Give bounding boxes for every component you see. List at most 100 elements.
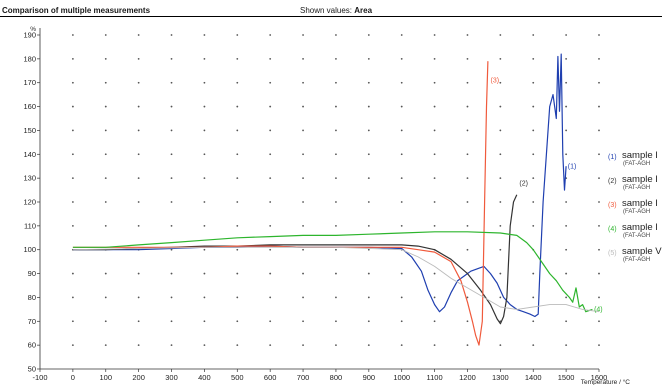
grid-dot bbox=[433, 320, 436, 323]
grid-dot bbox=[203, 344, 206, 347]
grid-dot bbox=[367, 34, 370, 36]
x-tick-label: 0 bbox=[71, 373, 75, 382]
grid-dot bbox=[104, 320, 107, 323]
grid-dot bbox=[367, 153, 370, 156]
grid-dot bbox=[367, 248, 370, 251]
grid-dot bbox=[466, 105, 469, 108]
grid-dot bbox=[335, 129, 337, 132]
grid-dot bbox=[236, 177, 239, 180]
grid-dot bbox=[104, 129, 107, 132]
grid-dot bbox=[170, 248, 173, 251]
x-tick-label: 1100 bbox=[427, 373, 443, 382]
grid-dot bbox=[466, 34, 469, 36]
shown-values-value: Area bbox=[354, 6, 373, 15]
grid-dot bbox=[137, 296, 140, 299]
grid-dot bbox=[598, 129, 600, 132]
x-tick-label: 200 bbox=[132, 373, 145, 382]
grid-dot bbox=[598, 105, 600, 108]
grid-dot bbox=[367, 177, 370, 180]
grid-dot bbox=[565, 201, 568, 203]
grid-dot bbox=[466, 177, 469, 180]
legend-label: sample I bbox=[622, 222, 658, 233]
grid-dot bbox=[104, 344, 107, 347]
grid-dot bbox=[269, 201, 272, 203]
grid-dot bbox=[302, 57, 304, 60]
grid-dot bbox=[335, 320, 337, 323]
y-tick-label: 120 bbox=[23, 198, 36, 207]
grid-dot bbox=[433, 224, 436, 227]
grid-dot bbox=[203, 296, 206, 299]
grid-dot bbox=[302, 153, 304, 156]
grid-dot bbox=[302, 344, 304, 347]
legend-number: (5) bbox=[608, 250, 617, 257]
grid-dot bbox=[269, 248, 272, 251]
grid-dot bbox=[433, 344, 436, 347]
grid-dot bbox=[236, 201, 239, 203]
grid-dot bbox=[71, 224, 74, 227]
x-tick-label: 1200 bbox=[459, 373, 476, 382]
grid-dot bbox=[433, 201, 436, 203]
legend-label: sample I bbox=[622, 198, 658, 209]
x-tick-label: -100 bbox=[32, 373, 47, 382]
grid-dot bbox=[598, 177, 600, 180]
grid-dot bbox=[302, 129, 304, 132]
legend: (1) sample I (FAT-AGH (2) sample I (FAT-AGH (3… bbox=[606, 150, 662, 270]
grid-dot bbox=[104, 296, 107, 299]
grid-dot bbox=[565, 153, 568, 156]
grid-dot bbox=[71, 34, 74, 36]
axes: 50 60 70 80 90 100 110 120 130 140 150 160 170 180 190… bbox=[23, 26, 630, 385]
grid-dot bbox=[236, 153, 239, 156]
grid-dot bbox=[466, 57, 469, 60]
y-tick-label: 170 bbox=[23, 78, 36, 87]
y-tick-label: 130 bbox=[23, 174, 36, 183]
grid-dot bbox=[367, 344, 370, 347]
series-line-3 bbox=[72, 61, 489, 346]
legend-number: (3) bbox=[608, 202, 617, 209]
grid-dot bbox=[367, 129, 370, 132]
grid-dot bbox=[302, 81, 304, 84]
grid-dot bbox=[71, 153, 74, 156]
grid-dot bbox=[466, 81, 469, 84]
grid-dot bbox=[137, 272, 140, 275]
grid-dot bbox=[170, 57, 173, 60]
grid-dot bbox=[104, 105, 107, 108]
grid-dot bbox=[598, 153, 600, 156]
x-axis-label: Temperature / °C bbox=[581, 378, 631, 385]
grid-dot bbox=[302, 34, 304, 36]
grid-dot bbox=[137, 224, 140, 227]
grid-dot bbox=[598, 201, 600, 203]
grid-dot bbox=[335, 248, 337, 251]
legend-sublabel: (FAT-AGH bbox=[623, 233, 651, 239]
grid-dot bbox=[499, 224, 502, 227]
grid-dot bbox=[104, 272, 107, 275]
grid-dot bbox=[71, 201, 74, 203]
x-tick-label: 1400 bbox=[525, 373, 542, 382]
grid-dot bbox=[499, 296, 502, 299]
grid-dot bbox=[203, 81, 206, 84]
grid-dot bbox=[433, 105, 436, 108]
grid-dot bbox=[203, 201, 206, 203]
grid-dot bbox=[236, 57, 239, 60]
annotations: (3) (2) (1) (4) bbox=[490, 78, 602, 314]
grid-dot bbox=[400, 224, 403, 227]
grid-dot bbox=[203, 177, 206, 180]
x-tick-label: 600 bbox=[264, 373, 277, 382]
shown-values-label: Shown values: bbox=[300, 6, 353, 15]
grid-dot bbox=[269, 272, 272, 275]
grid-dot bbox=[499, 129, 502, 132]
grid-dot bbox=[269, 177, 272, 180]
series-line-4 bbox=[72, 231, 593, 313]
x-tick-label: 900 bbox=[363, 373, 376, 382]
x-tick-label: 100 bbox=[100, 373, 113, 382]
grid-dot bbox=[565, 129, 568, 132]
grid-dot bbox=[170, 153, 173, 156]
series-line-5 bbox=[72, 246, 600, 313]
grid-dot bbox=[170, 105, 173, 108]
grid-dot bbox=[433, 34, 436, 36]
series-line-1 bbox=[72, 53, 567, 318]
grid-dot bbox=[335, 224, 337, 227]
grid-dot bbox=[104, 177, 107, 180]
legend-sublabel: (FAT-AGH bbox=[623, 185, 651, 191]
legend-label: sample V bbox=[622, 246, 662, 257]
grid-dot bbox=[532, 344, 535, 347]
